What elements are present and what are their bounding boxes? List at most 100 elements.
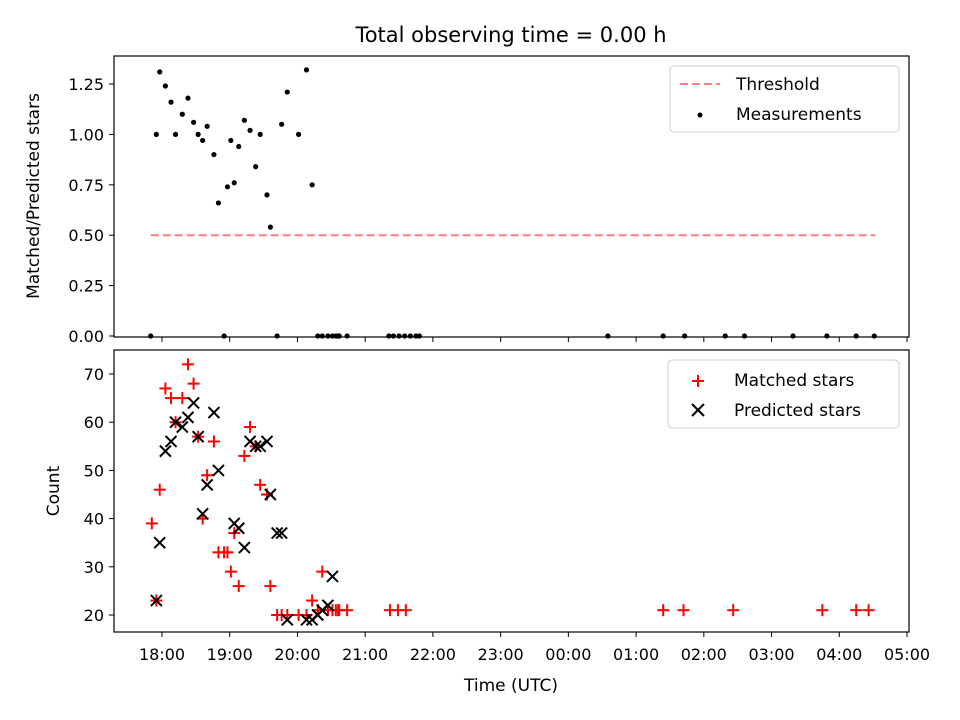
top-legend: Threshold Measurements: [669, 65, 900, 133]
predicted-star-point: [232, 522, 245, 535]
matched-star-point: [165, 392, 178, 405]
predicted-star-point: [207, 406, 221, 419]
matched-star-point: [159, 382, 172, 395]
bottom-x-tick-label: 20:00: [274, 645, 320, 664]
top-y-tick-label: 0.25: [68, 277, 104, 296]
measurement-point: [257, 131, 263, 137]
matched-star-point: [816, 604, 829, 617]
bottom-x-tick-label: 23:00: [478, 645, 524, 664]
matched-star-point: [850, 604, 863, 617]
measurement-point: [236, 143, 242, 150]
bottom-y-ticks: 20 30 40 50 60 70: [84, 365, 114, 625]
predicted-star-point: [321, 599, 335, 612]
bottom-x-tick-label: 02:00: [681, 645, 727, 664]
predicted-star-point: [275, 526, 288, 540]
measurement-point: [267, 224, 273, 230]
measurement-point: [741, 333, 748, 339]
measurement-point: [179, 111, 185, 117]
top-y-tick-label: 0.50: [68, 226, 104, 245]
bottom-y-tick-label: 30: [84, 558, 104, 577]
legend-matched-label: Matched stars: [734, 371, 854, 391]
predicted-star-point: [181, 411, 195, 424]
measurement-point: [871, 333, 877, 339]
predicted-star-point: [300, 613, 313, 627]
measurement-point: [148, 333, 154, 339]
predicted-star-point: [260, 435, 274, 448]
measurement-point: [162, 83, 168, 89]
measurement-point: [344, 333, 350, 339]
matched-star-point: [862, 604, 875, 617]
top-y-tick-label: 0.00: [68, 327, 104, 346]
bottom-x-tick-label: 03:00: [748, 645, 794, 664]
measurement-point: [386, 333, 392, 339]
matched-star-point: [677, 604, 690, 617]
matched-star-point: [657, 604, 670, 617]
measurement-point: [211, 151, 217, 158]
measurement-point: [253, 164, 259, 170]
measurement-point: [295, 131, 302, 137]
top-y-ticks: 0.00 0.25 0.50 0.75 1.00 1.25: [68, 75, 114, 346]
predicted-star-point: [264, 488, 277, 501]
matched-star-point: [201, 469, 214, 482]
predicted-star-point: [159, 444, 172, 458]
predicted-star-point: [326, 570, 339, 583]
matched-star-point: [264, 580, 277, 593]
measurement-point: [241, 117, 248, 123]
measurement-point: [790, 333, 796, 339]
predicted-star-point: [153, 536, 166, 549]
measurement-point: [228, 137, 234, 144]
matched-star-point: [176, 392, 189, 405]
measurement-point: [315, 333, 321, 339]
top-panel: Total observing time = 0.00 h 0.000.250.…: [24, 23, 910, 346]
measurement-point: [191, 119, 197, 125]
measurement-point: [824, 333, 830, 339]
predicted-star-point: [253, 440, 267, 453]
bottom-x-tick-label: 04:00: [816, 645, 862, 664]
predicted-star-point: [212, 464, 225, 477]
measurement-point: [221, 333, 227, 339]
measurement-point: [722, 333, 728, 339]
predicted-star-point: [150, 594, 163, 607]
matched-star-point: [232, 580, 245, 593]
legend-predicted-label: Predicted stars: [734, 401, 861, 421]
top-legend-box: [669, 65, 900, 133]
top-axes-frame: [113, 55, 910, 338]
measurement-point: [407, 333, 413, 339]
measurement-point: [336, 333, 342, 339]
measurement-point: [274, 333, 280, 339]
measurement-point: [264, 192, 270, 198]
measurement-point: [402, 333, 408, 339]
bottom-plot-area: [145, 358, 875, 627]
measurement-point: [153, 131, 159, 137]
measurement-point: [853, 333, 859, 339]
bottom-x-tick-label: 05:00: [884, 645, 930, 664]
matched-star-point: [238, 449, 251, 462]
bottom-y-tick-label: 20: [84, 606, 104, 625]
top-y-tick-label: 1.25: [68, 75, 104, 94]
predicted-star-point: [176, 420, 189, 434]
predicted-star-point: [164, 435, 178, 448]
measurement-point: [325, 333, 331, 339]
predicted-star-point: [200, 478, 214, 492]
measurement-point: [195, 131, 201, 137]
measurement-point: [204, 123, 210, 129]
measurement-point: [682, 333, 688, 339]
bottom-y-tick-label: 60: [84, 413, 104, 432]
bottom-y-tick-label: 50: [84, 461, 104, 480]
matched-star-point: [306, 594, 319, 607]
measurement-point: [284, 89, 290, 95]
measurement-point: [168, 99, 174, 105]
top-y-axis-label: Matched/Predicted stars: [24, 93, 44, 299]
bottom-y-tick-label: 70: [84, 365, 104, 384]
matched-star-point: [187, 377, 200, 390]
bottom-x-tick-label: 18:00: [139, 645, 185, 664]
bottom-axes-frame: [113, 349, 910, 633]
measurement-point: [224, 184, 231, 190]
top-y-tick-label: 1.00: [68, 125, 104, 144]
measurement-point: [215, 200, 222, 206]
measurement-point: [303, 67, 310, 73]
matched-star-point: [399, 604, 412, 617]
predicted-star-point: [270, 526, 284, 540]
matched-star-point: [153, 483, 166, 496]
